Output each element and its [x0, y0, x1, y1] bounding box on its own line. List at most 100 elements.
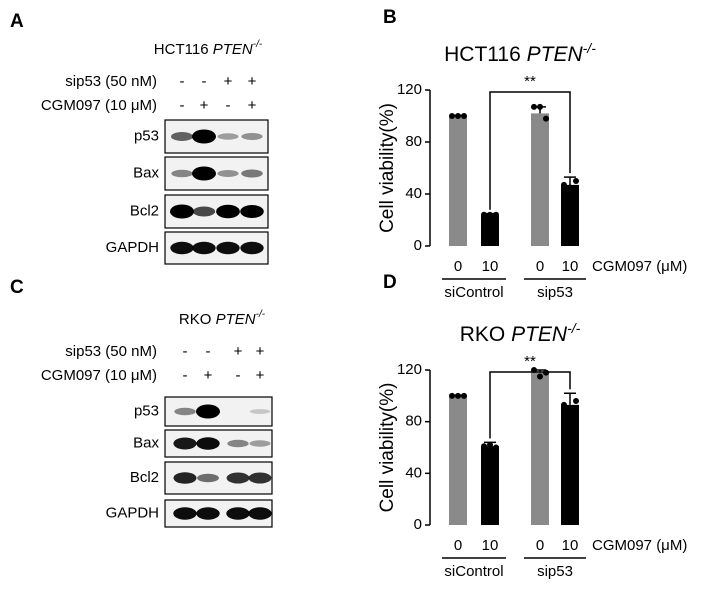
band [216, 241, 240, 255]
bar [449, 395, 467, 525]
title-gene: PTEN [213, 41, 253, 58]
bar [481, 446, 499, 525]
band-label: Bax [133, 434, 159, 451]
bar [449, 116, 467, 246]
y-axis-label: Cell viability(%) [377, 383, 398, 513]
band-label: GAPDH [106, 239, 159, 256]
title-gene: PTEN [216, 311, 256, 328]
band [170, 241, 194, 255]
group-label: sip53 [537, 284, 573, 301]
band [196, 404, 220, 419]
title-gene: PTEN [511, 323, 568, 346]
data-point [487, 441, 493, 448]
data-point [561, 401, 567, 408]
y-tick-label: 80 [405, 413, 422, 430]
title: HCT116 PTEN-/- [154, 39, 263, 58]
x-axis-label: CGM097 (μM) [592, 537, 687, 554]
significance-label: ** [524, 73, 536, 90]
band [227, 439, 249, 448]
panel-letter: A [10, 11, 24, 32]
treatment-label: CGM097 (10 μM) [41, 367, 157, 384]
data-point [493, 444, 499, 451]
bar [531, 113, 549, 247]
data-point [493, 211, 499, 218]
band-label: p53 [134, 402, 159, 419]
panel-letter: C [10, 277, 24, 298]
band [171, 169, 193, 178]
data-point [455, 392, 461, 399]
band [217, 133, 239, 140]
title-genotype: -/- [583, 40, 597, 56]
x-tick-label: 0 [454, 537, 462, 554]
group-label: siControl [444, 563, 503, 580]
band [196, 437, 220, 450]
treatment-label: sip53 (50 nM) [65, 73, 157, 90]
title: HCT116 PTEN-/- [444, 40, 596, 66]
group-label: siControl [444, 284, 503, 301]
data-point [449, 113, 455, 119]
data-point [455, 113, 461, 119]
significance-bracket [489, 371, 571, 439]
treatment-sign: - [183, 367, 188, 384]
band [192, 166, 216, 181]
bar [481, 214, 499, 246]
band-label: Bcl2 [130, 202, 159, 219]
data-point [573, 398, 579, 404]
band [216, 204, 240, 219]
group-label: sip53 [537, 563, 573, 580]
bar [561, 404, 579, 525]
band [171, 132, 193, 141]
band [241, 169, 263, 178]
data-point [567, 405, 573, 412]
band [217, 170, 239, 177]
band [192, 206, 216, 217]
band [248, 472, 272, 484]
x-tick-label: 10 [482, 258, 499, 275]
band [249, 440, 271, 447]
data-point [567, 184, 573, 191]
treatment-sign: + [204, 367, 213, 384]
treatment-label: sip53 (50 nM) [65, 343, 157, 360]
data-point [461, 392, 467, 399]
band-label: GAPDH [106, 504, 159, 521]
treatment-sign: + [234, 343, 243, 360]
data-point [449, 392, 455, 399]
treatment-sign: + [256, 367, 265, 384]
band [248, 507, 272, 520]
data-point [537, 103, 543, 110]
treatment-sign: + [256, 343, 265, 360]
title-cell-line: RKO [179, 311, 212, 328]
treatment-label: CGM097 (10 μM) [41, 97, 157, 114]
data-point [481, 443, 487, 450]
band [249, 409, 271, 414]
treatment-sign: - [183, 343, 188, 360]
title-cell-line: RKO [460, 323, 506, 346]
treatment-sign: - [180, 97, 185, 114]
treatment-sign: - [236, 367, 241, 384]
panel-letter: D [383, 272, 397, 293]
panel-letter: B [383, 7, 397, 28]
title-genotype: -/- [567, 320, 581, 336]
title-cell-line: HCT116 [444, 43, 521, 66]
band [174, 407, 196, 416]
band [173, 437, 197, 450]
x-tick-label: 10 [562, 258, 579, 275]
y-tick-label: 0 [414, 237, 422, 254]
title: RKO PTEN-/- [179, 309, 266, 328]
band-label: p53 [134, 127, 159, 144]
x-tick-label: 0 [454, 258, 462, 275]
band-label: Bax [133, 164, 159, 181]
title: RKO PTEN-/- [460, 320, 581, 346]
band [173, 507, 197, 520]
band [241, 133, 263, 140]
x-tick-label: 0 [536, 258, 544, 275]
bar [531, 372, 549, 525]
band [192, 129, 216, 144]
y-tick-label: 120 [397, 361, 422, 378]
data-point [461, 113, 467, 119]
data-point [487, 211, 493, 218]
treatment-sign: - [202, 73, 207, 90]
treatment-sign: - [180, 73, 185, 90]
y-axis-label: Cell viability(%) [377, 103, 398, 233]
